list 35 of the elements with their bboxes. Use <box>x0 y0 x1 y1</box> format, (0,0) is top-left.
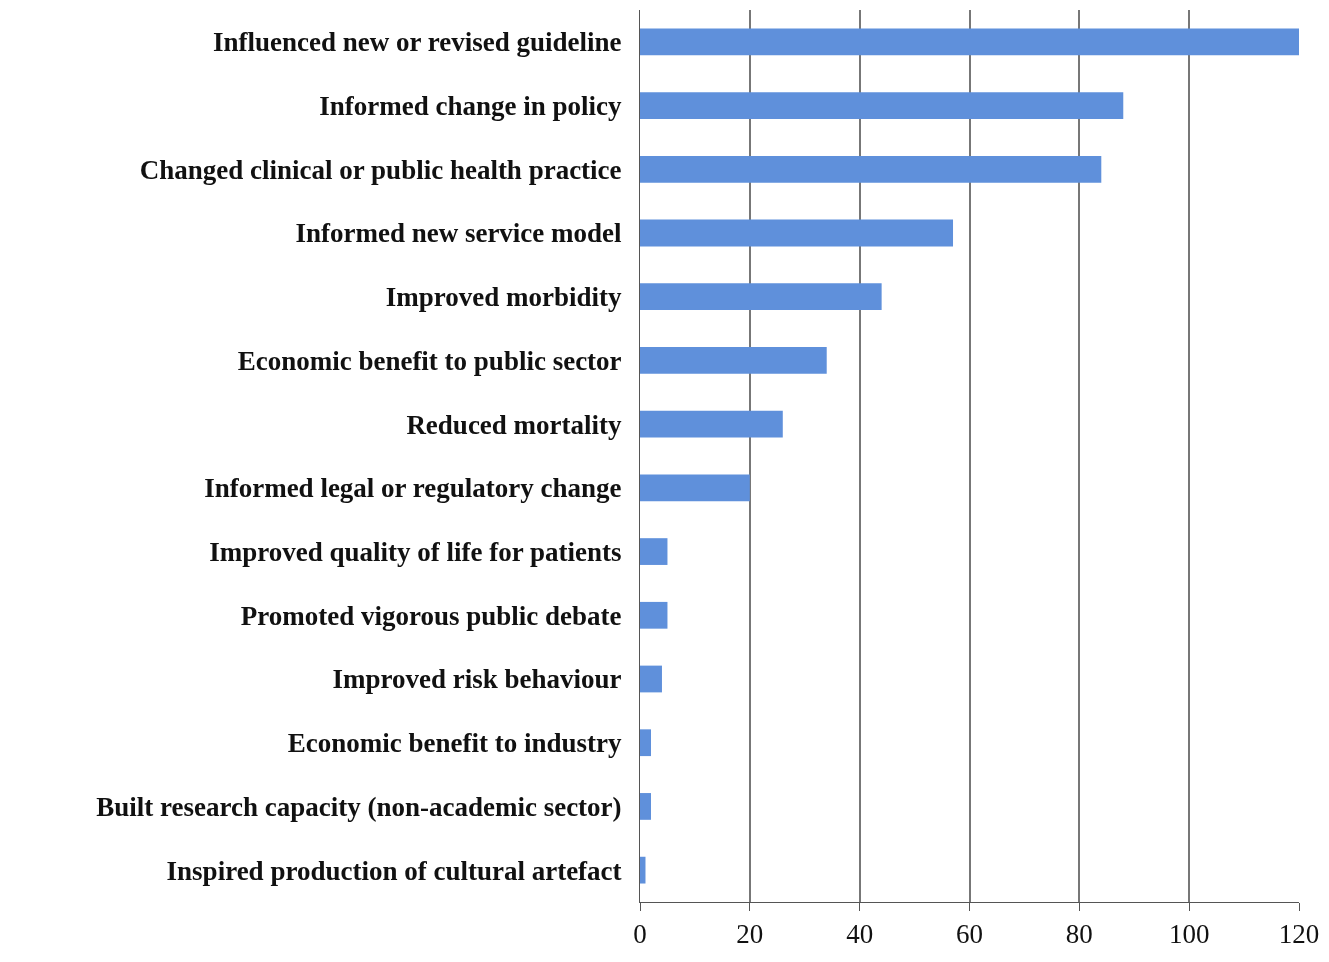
x-tick-label: 80 <box>1065 919 1093 950</box>
y-tick-label: Inspired production of cultural artefact <box>166 855 622 886</box>
bar <box>640 28 1299 56</box>
y-tick-label: Improved risk behaviour <box>332 664 622 695</box>
bar <box>640 856 646 884</box>
bar <box>640 538 668 565</box>
y-tick-label: Informed new service model <box>295 218 623 249</box>
bar <box>640 729 651 757</box>
x-tick-label: 60 <box>956 919 983 950</box>
x-tick-label: 40 <box>846 919 874 950</box>
y-tick-label: Changed clinical or public health practice <box>139 154 622 185</box>
x-tick-label: 100 <box>1168 919 1210 950</box>
y-tick-label: Improved morbidity <box>385 282 623 313</box>
bar <box>640 347 827 374</box>
bar <box>640 219 954 247</box>
x-tick-label: 120 <box>1278 919 1320 950</box>
bar <box>640 601 668 629</box>
bar <box>640 92 1124 119</box>
y-tick-label: Promoted vigorous public debate <box>240 600 622 631</box>
x-tick-label: 0 <box>633 919 647 950</box>
x-tick-label: 20 <box>736 919 764 950</box>
y-tick-label: Improved quality of life for patients <box>209 537 622 568</box>
bar <box>640 283 882 311</box>
bar <box>640 155 1102 183</box>
y-tick-label: Economic benefit to industry <box>287 728 623 759</box>
y-tick-label: Built research capacity (non-academic sector) <box>96 791 622 822</box>
y-tick-label: Economic benefit to public sector <box>237 345 622 376</box>
bar <box>640 410 783 438</box>
y-tick-label: Informed change in policy <box>319 91 623 122</box>
y-tick-label: Informed legal or regulatory change <box>204 473 622 504</box>
y-tick-label: Reduced mortality <box>406 409 623 440</box>
bar <box>640 793 651 820</box>
bar <box>640 474 750 502</box>
y-tick-label: Influenced new or revised guideline <box>213 27 622 58</box>
bar <box>640 665 662 693</box>
